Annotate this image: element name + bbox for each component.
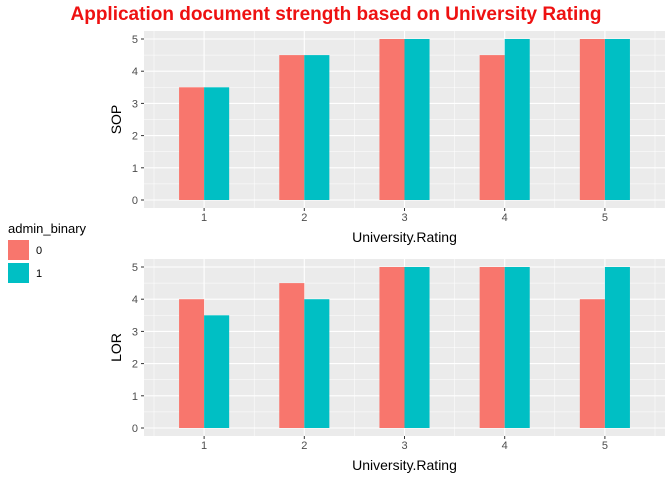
bar-1-rating-5	[604, 39, 630, 200]
x-tick-label: 2	[301, 212, 307, 224]
bar-0-rating-4	[479, 267, 505, 428]
y-tick-label: 3	[132, 98, 138, 110]
legend-label-1: 1	[36, 268, 42, 280]
x-tick-label: 3	[401, 212, 407, 224]
y-tick-label: 1	[132, 163, 138, 175]
legend-label-0: 0	[36, 245, 42, 257]
y-tick-label: 2	[132, 131, 138, 143]
bar-1-rating-3	[404, 267, 430, 428]
x-axis-title: University.Rating	[352, 457, 457, 473]
y-tick-label: 5	[132, 262, 138, 274]
bar-1-rating-4	[504, 267, 530, 428]
bar-1-rating-3	[404, 39, 430, 200]
y-tick-label: 2	[132, 359, 138, 371]
bar-0-rating-3	[379, 39, 405, 200]
bar-1-rating-2	[304, 55, 330, 200]
bar-0-rating-5	[579, 39, 605, 200]
x-tick-label: 5	[602, 440, 608, 452]
bar-0-rating-4	[479, 55, 505, 200]
bar-1-rating-1	[204, 87, 230, 200]
legend-key-0	[8, 240, 29, 260]
lor-panel: 0 1 2 3 4 5 1 2 3 4 5 University.Rating LOR	[108, 259, 665, 473]
bar-0-rating-2	[279, 283, 305, 428]
x-tick-label: 1	[201, 212, 207, 224]
x-axis-title: University.Rating	[352, 229, 457, 245]
legend-title: admin_binary	[8, 221, 87, 236]
x-tick-label: 2	[301, 440, 307, 452]
x-tick-label: 4	[502, 440, 508, 452]
x-tick-label: 3	[401, 440, 407, 452]
x-tick-label: 1	[201, 440, 207, 452]
y-tick-label: 4	[132, 294, 138, 306]
bar-1-rating-4	[504, 39, 530, 200]
bar-0-rating-2	[279, 55, 305, 200]
y-tick-label: 4	[132, 66, 138, 78]
bar-1-rating-1	[204, 315, 230, 428]
legend-key-1	[8, 263, 29, 283]
bar-1-rating-2	[304, 299, 330, 428]
bar-0-rating-1	[179, 299, 205, 428]
x-tick-label: 4	[502, 212, 508, 224]
bar-0-rating-1	[179, 87, 205, 200]
y-tick-label: 1	[132, 391, 138, 403]
legend: admin_binary 0 1	[8, 221, 87, 283]
sop-panel: 0 1 2 3 4 5 1 2 3 4 5 University.Rating SOP	[108, 31, 665, 245]
y-tick-label: 0	[132, 423, 138, 435]
x-tick-label: 5	[602, 212, 608, 224]
y-tick-label: 0	[132, 195, 138, 207]
bar-0-rating-3	[379, 267, 405, 428]
y-axis-title: LOR	[108, 333, 124, 362]
y-tick-label: 3	[132, 326, 138, 338]
bar-0-rating-5	[579, 299, 605, 428]
chart-title: Application document strength based on U…	[71, 4, 602, 25]
y-axis-title: SOP	[108, 105, 124, 135]
y-tick-label: 5	[132, 34, 138, 46]
bar-1-rating-5	[604, 267, 630, 428]
